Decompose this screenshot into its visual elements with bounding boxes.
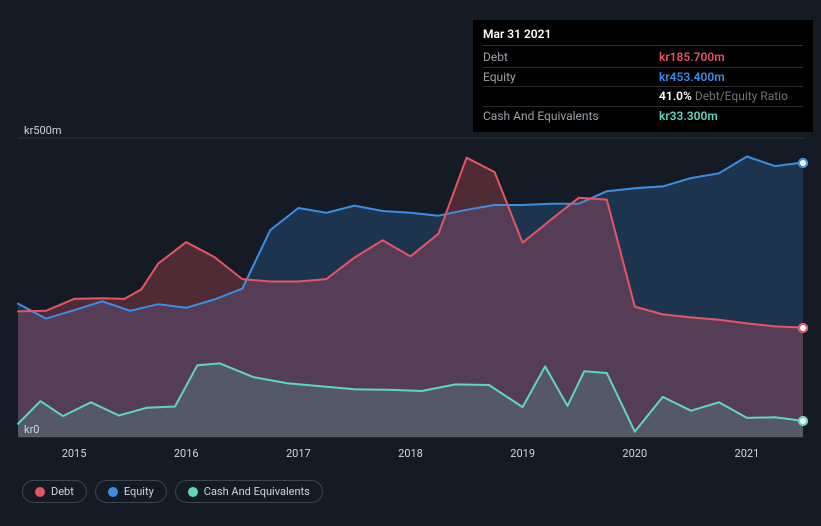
debt-equity-cash-chart-widget: { "chart": { "type": "area", "width": 82… xyxy=(0,0,821,526)
x-axis-label: 2018 xyxy=(398,447,423,460)
tooltip-row-label: Debt xyxy=(483,48,659,67)
x-axis-label: 2021 xyxy=(735,447,760,460)
y-axis-label: kr0 xyxy=(24,423,40,436)
x-axis-label: 2016 xyxy=(174,447,199,460)
legend-label: Equity xyxy=(124,485,154,498)
tooltip-date: Mar 31 2021 xyxy=(483,26,803,46)
tooltip-row-label: Equity xyxy=(483,67,659,87)
legend-label: Cash And Equivalents xyxy=(204,485,310,498)
x-axis-label: 2019 xyxy=(510,447,535,460)
series-endpoint-equity xyxy=(798,158,808,168)
x-axis-label: 2020 xyxy=(622,447,647,460)
y-axis-label: kr500m xyxy=(24,124,62,137)
series-endpoint-cash xyxy=(798,416,808,426)
series-endpoint-debt xyxy=(798,323,808,333)
x-axis-label: 2017 xyxy=(286,447,311,460)
legend-item-debt[interactable]: Debt xyxy=(22,480,87,503)
tooltip-row-label: Cash And Equivalents xyxy=(483,107,659,126)
tooltip-row-value: kr33.300m xyxy=(659,107,803,126)
legend-label: Debt xyxy=(51,485,74,498)
chart-tooltip: Mar 31 2021 Debtkr185.700mEquitykr453.400… xyxy=(473,20,813,132)
legend-swatch xyxy=(35,487,45,497)
legend-item-equity[interactable]: Equity xyxy=(95,480,167,503)
chart-legend: Debt Equity Cash And Equivalents xyxy=(22,480,323,503)
x-axis-label: 2015 xyxy=(62,447,87,460)
tooltip-row-value: 41.0% Debt/Equity Ratio xyxy=(659,87,803,107)
legend-swatch xyxy=(108,487,118,497)
legend-item-cash-and-equivalents[interactable]: Cash And Equivalents xyxy=(175,480,323,503)
tooltip-row-value: kr453.400m xyxy=(659,67,803,87)
tooltip-row-label xyxy=(483,87,659,107)
legend-swatch xyxy=(188,487,198,497)
tooltip-row-value: kr185.700m xyxy=(659,48,803,67)
